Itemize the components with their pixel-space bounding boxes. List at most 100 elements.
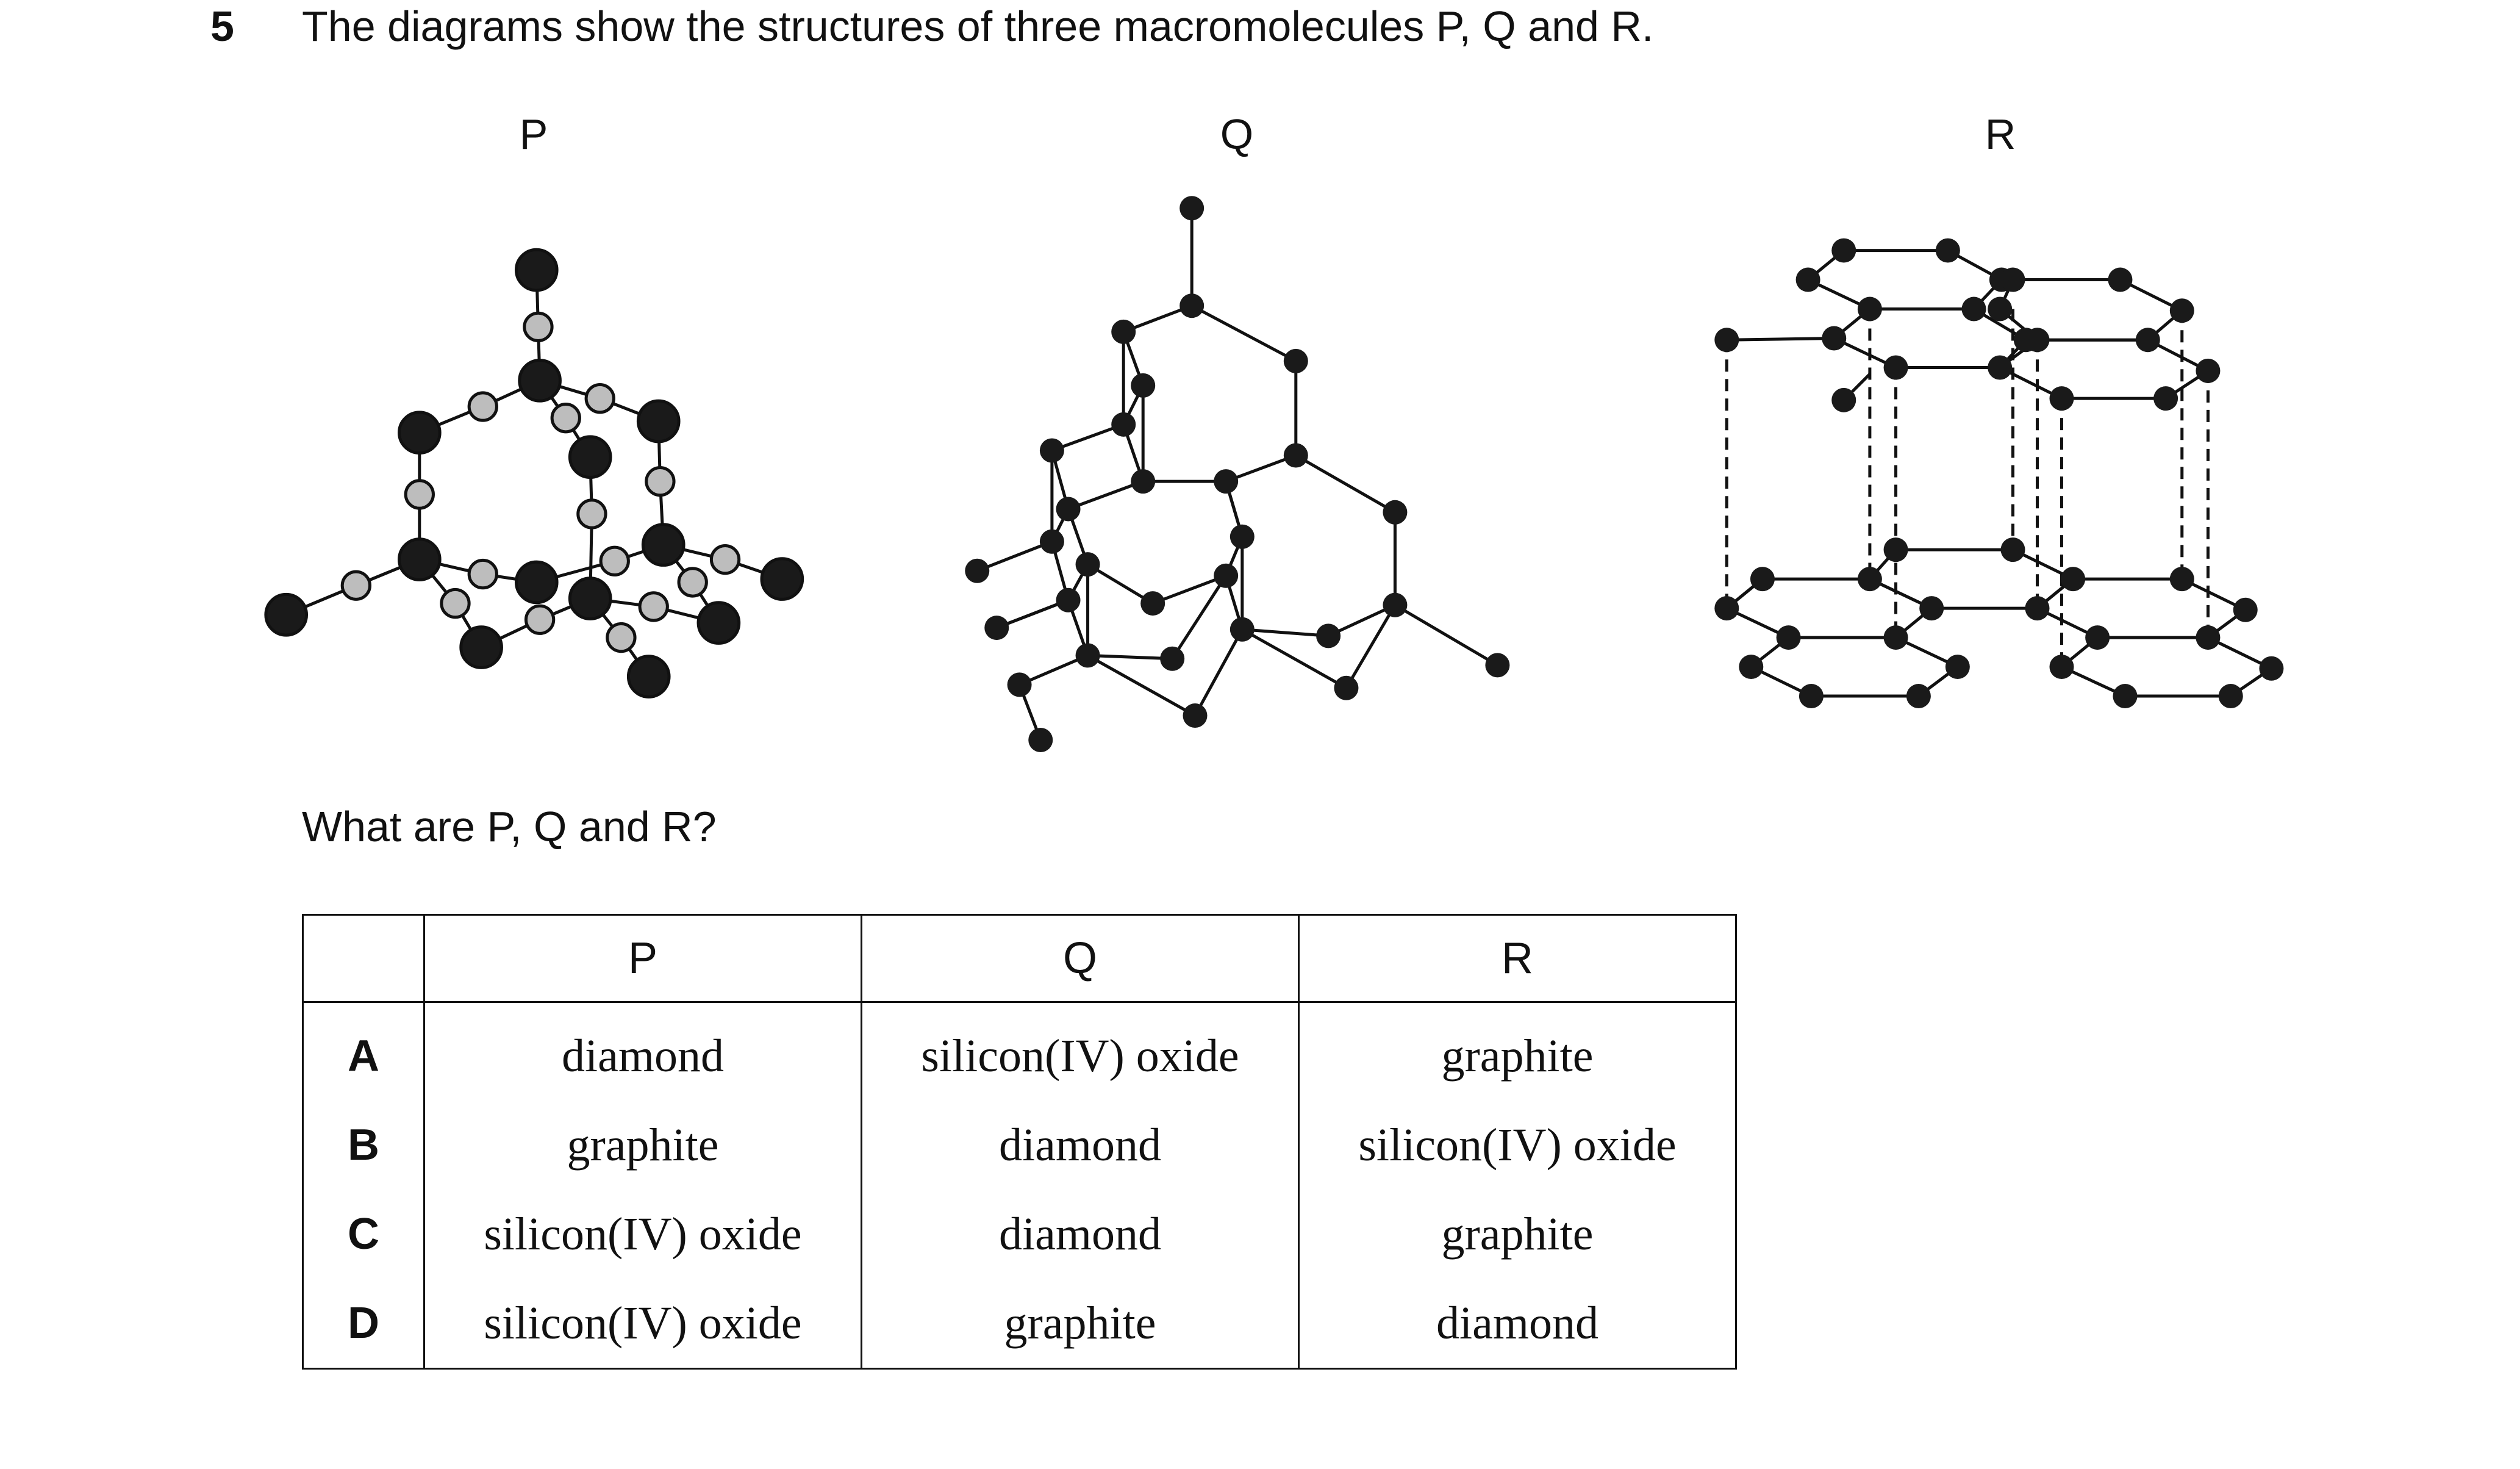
r-carbon-atom [1795,267,1820,292]
cell-q: diamond [861,1101,1300,1190]
p-oxygen-atom [550,403,581,434]
r-carbon-atom [2196,358,2221,383]
table-row-b[interactable]: B graphite diamond silicon(IV) oxide [302,1101,1737,1190]
q-bond [1345,604,1397,689]
p-silicon-atom [518,359,562,403]
p-oxygen-atom [645,465,676,497]
r-carbon-atom [2025,596,2050,621]
q-carbon-atom [1230,524,1255,549]
r-carbon-atom [2135,328,2160,353]
cell-r: silicon(IV) oxide [1298,1101,1737,1190]
r-carbon-atom [2061,567,2086,592]
p-oxygen-atom [467,391,498,422]
q-bond [1225,454,1297,483]
r-carbon-atom [1988,355,2013,380]
p-oxygen-atom [523,311,554,343]
q-carbon-atom [965,558,990,583]
r-carbon-atom [1857,567,1882,592]
q-carbon-atom [1111,319,1136,344]
question-text: The diagrams show the structures of thre… [302,2,1654,50]
p-silicon-atom [398,537,442,581]
r-carbon-atom [2049,655,2074,680]
p-oxygen-atom [576,498,607,530]
cell-r: diamond [1298,1279,1737,1370]
cell-p: diamond [423,1002,862,1101]
q-bond [1018,654,1089,686]
p-silicon-atom [626,655,671,699]
r-carbon-atom [2169,567,2194,592]
answer-table: P Q R A diamond silicon(IV) oxide graphi… [302,914,1737,1370]
q-carbon-atom [1334,675,1359,700]
table-header-row: P Q R [302,914,1737,1003]
p-oxygen-atom [606,622,637,653]
table-row-c[interactable]: C silicon(IV) oxide diamond graphite [302,1190,1737,1279]
r-carbon-atom [1883,625,1908,650]
q-bond [996,598,1069,630]
cell-q: graphite [861,1279,1300,1370]
p-oxygen-atom [404,479,435,510]
r-carbon-atom [2113,684,2138,709]
r-carbon-atom [1945,655,1970,680]
q-bond [1087,653,1173,661]
q-carbon-atom [1056,497,1081,522]
p-silicon-atom [398,411,442,454]
diagram-label-r: R [1985,110,2016,158]
header-cell-blank [302,914,425,1003]
q-carbon-atom [1214,563,1239,588]
r-carbon-atom [1776,625,1801,650]
q-carbon-atom [1383,500,1408,525]
header-cell-p: P [423,914,862,1003]
p-oxygen-atom [709,544,741,575]
diagram-label-q: Q [1220,110,1254,158]
r-carbon-atom [2000,537,2025,562]
r-carbon-atom [1831,238,1856,263]
q-carbon-atom [1075,643,1100,668]
r-carbon-atom [1961,296,1986,321]
p-silicon-atom [696,601,741,645]
p-oxygen-atom [440,587,471,619]
r-carbon-atom [2108,267,2133,292]
table-row-d[interactable]: D silicon(IV) oxide graphite diamond [302,1279,1737,1370]
q-bond [1191,304,1297,363]
q-carbon-atom [1179,196,1205,221]
r-carbon-atom [2000,267,2025,292]
q-bond [1295,454,1396,514]
p-silicon-atom [760,557,804,601]
p-oxygen-atom [599,545,630,576]
p-oxygen-atom [467,558,498,590]
p-silicon-atom [514,560,559,605]
q-carbon-atom [1056,587,1081,612]
r-carbon-atom [1883,537,1908,562]
q-carbon-atom [1007,672,1032,697]
q-carbon-atom [1383,592,1408,617]
p-oxygen-atom [584,383,615,414]
diagram-label-p: P [519,110,548,158]
p-oxygen-atom [524,604,556,635]
r-carbon-atom [1831,387,1856,412]
q-carbon-atom [1028,728,1053,753]
q-carbon-atom [1111,412,1136,437]
q-carbon-atom [1075,552,1100,577]
r-bond [1727,337,1835,342]
r-carbon-atom [2085,625,2110,650]
q-bond [1241,628,1347,689]
q-bond [1067,479,1144,511]
p-silicon-atom [568,576,612,620]
header-cell-q: Q [861,914,1300,1003]
r-carbon-atom [1714,328,1739,353]
r-carbon-atom [2153,386,2178,411]
cell-r: graphite [1298,1002,1737,1101]
q-carbon-atom [1214,469,1239,494]
question-number: 5 [210,2,234,50]
r-carbon-atom [1714,596,1739,621]
r-carbon-atom [1822,326,1847,351]
option-letter: A [302,1002,425,1101]
table-row-a[interactable]: A diamond silicon(IV) oxide graphite [302,1002,1737,1101]
r-carbon-atom [2218,684,2243,709]
q-bond [1194,628,1244,717]
q-bond [1152,574,1227,605]
r-carbon-atom [1883,355,1908,380]
header-cell-r: R [1298,914,1737,1003]
q-bond [976,540,1053,573]
